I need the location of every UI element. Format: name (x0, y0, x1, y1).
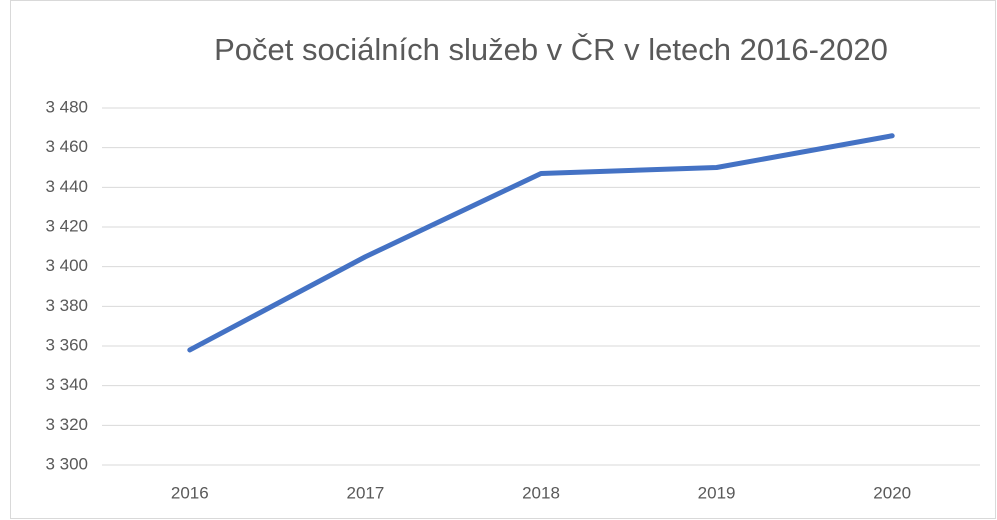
y-tick-label: 3 340 (45, 375, 88, 394)
y-tick-label: 3 480 (45, 97, 88, 116)
x-tick-label: 2016 (171, 483, 209, 502)
y-tick-label: 3 420 (45, 216, 88, 235)
x-tick-label: 2017 (346, 483, 384, 502)
y-tick-label: 3 360 (45, 335, 88, 354)
y-tick-label: 3 400 (45, 256, 88, 275)
y-tick-label: 3 380 (45, 296, 88, 315)
data-line (187, 133, 895, 353)
x-tick-label: 2018 (522, 483, 560, 502)
y-tick-label: 3 300 (45, 454, 88, 473)
chart-border (10, 0, 996, 519)
y-tick-label: 3 320 (45, 415, 88, 434)
x-tick-label: 2020 (873, 483, 911, 502)
x-tick-label: 2019 (698, 483, 736, 502)
y-tick-label: 3 460 (45, 137, 88, 156)
chart-title: Počet sociálních služeb v ČR v letech 20… (214, 32, 888, 67)
y-tick-label: 3 440 (45, 177, 88, 196)
